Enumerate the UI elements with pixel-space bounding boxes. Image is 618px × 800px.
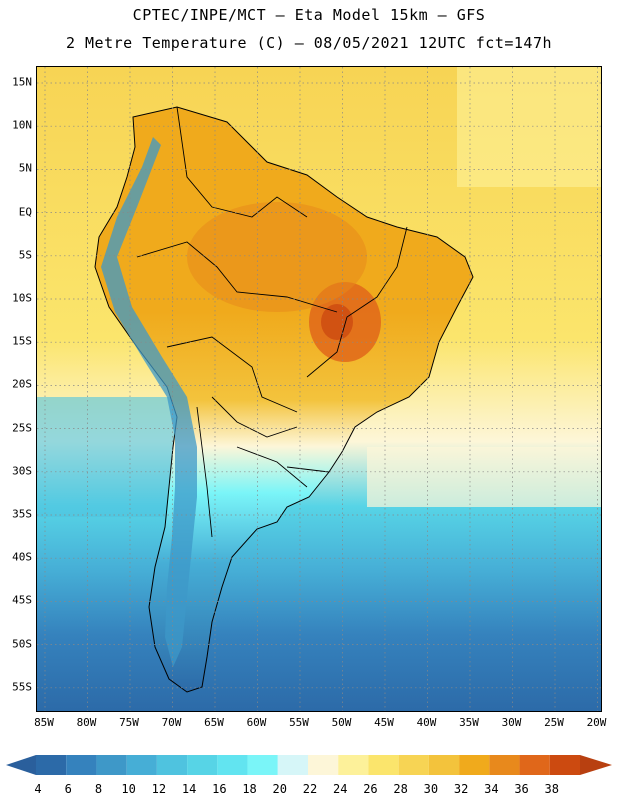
lon-label: 85W (34, 716, 54, 729)
lat-label: 55S (12, 680, 32, 694)
colorbar-cell (187, 755, 218, 775)
lon-label: 45W (374, 716, 394, 729)
temperature-map (37, 67, 601, 711)
hottest-spot (321, 304, 353, 340)
warm-amazon-zone (187, 202, 367, 312)
lat-label: 5S (18, 248, 32, 262)
lat-label: 15S (12, 334, 32, 348)
colorbar-cell (96, 755, 127, 775)
lat-label: 30S (12, 464, 32, 478)
lon-label: 55W (289, 716, 309, 729)
colorbar-cells (36, 755, 580, 775)
lon-label: 35W (459, 716, 479, 729)
colorbar-high-arrow (580, 755, 612, 775)
lat-label: 5N (18, 161, 32, 175)
lon-label: 80W (76, 716, 97, 729)
colorbar-tick-label: 22 (302, 782, 318, 796)
colorbar-low-arrow (6, 755, 36, 775)
colorbar-cell (277, 755, 308, 775)
map-panel (36, 66, 602, 712)
colorbar-cell (36, 755, 67, 775)
colorbar-tick-label: 20 (272, 782, 287, 796)
colorbar-tick-label: 24 (332, 782, 348, 796)
colorbar-tick-label: 34 (484, 782, 499, 796)
chart-subtitle: 2 Metre Temperature (C) – 08/05/2021 12U… (65, 34, 553, 52)
lon-label: 40W (416, 716, 437, 729)
lon-label: 60W (246, 716, 267, 729)
colorbar-tick-label: 4 (34, 782, 42, 796)
lat-label: 40S (12, 550, 32, 564)
colorbar-tick-label: 28 (393, 782, 408, 796)
lon-label: 25W (544, 716, 564, 729)
colorbar-tick-label: 8 (94, 782, 103, 796)
colorbar-tick-label: 16 (212, 782, 227, 796)
lon-label: 20W (586, 716, 607, 729)
chart-title: CPTEC/INPE/MCT – Eta Model 15km – GFS (132, 6, 486, 24)
colorbar-tick-label: 26 (363, 782, 378, 796)
lat-label: 15N (12, 75, 32, 89)
lon-label: 50W (331, 716, 352, 729)
colorbar-cell (156, 755, 188, 775)
andes-cold-strip (101, 137, 197, 667)
lat-label: 20S (12, 377, 32, 391)
lat-label: 25S (12, 421, 32, 435)
lon-label: 65W (204, 716, 224, 729)
colorbar-tick-label: 38 (544, 782, 559, 796)
colorbar-tick-label: 32 (453, 782, 469, 796)
colorbar (6, 755, 612, 775)
colorbar-cell (459, 755, 490, 775)
colorbar-tick-label: 30 (423, 782, 439, 796)
lat-label: 50S (12, 637, 32, 651)
colorbar-tick-label: 14 (181, 782, 197, 796)
colorbar-tick-label: 18 (242, 782, 257, 796)
ocean-cool-band (367, 447, 601, 507)
colorbar-tick-label: 10 (121, 782, 136, 796)
colorbar-cell (549, 755, 580, 775)
colorbar-cell (398, 755, 429, 775)
lat-label: EQ (18, 205, 32, 219)
colorbar-tick-label: 36 (514, 782, 529, 796)
colorbar-cell (66, 755, 97, 775)
ocean-warm-patch (457, 67, 601, 187)
colorbar-tick-label: 12 (151, 782, 167, 796)
colorbar-cell (338, 755, 369, 775)
colorbar-cell (428, 755, 460, 775)
colorbar-cell (368, 755, 399, 775)
lon-label: 70W (161, 716, 182, 729)
colorbar-cell (126, 755, 157, 775)
lat-label: 10S (12, 291, 32, 305)
colorbar-cell (247, 755, 278, 775)
country-borders (136, 106, 408, 538)
lat-label: 45S (12, 593, 32, 607)
colorbar-cell (217, 755, 248, 775)
colorbar-cell (519, 755, 550, 775)
colorbar-cell (308, 755, 339, 775)
colorbar-cell (489, 755, 520, 775)
lon-label: 30W (501, 716, 522, 729)
colorbar-tick-label: 6 (64, 782, 72, 796)
lat-label: 10N (12, 118, 32, 132)
lat-label: 35S (12, 507, 32, 521)
lon-label: 75W (119, 716, 139, 729)
